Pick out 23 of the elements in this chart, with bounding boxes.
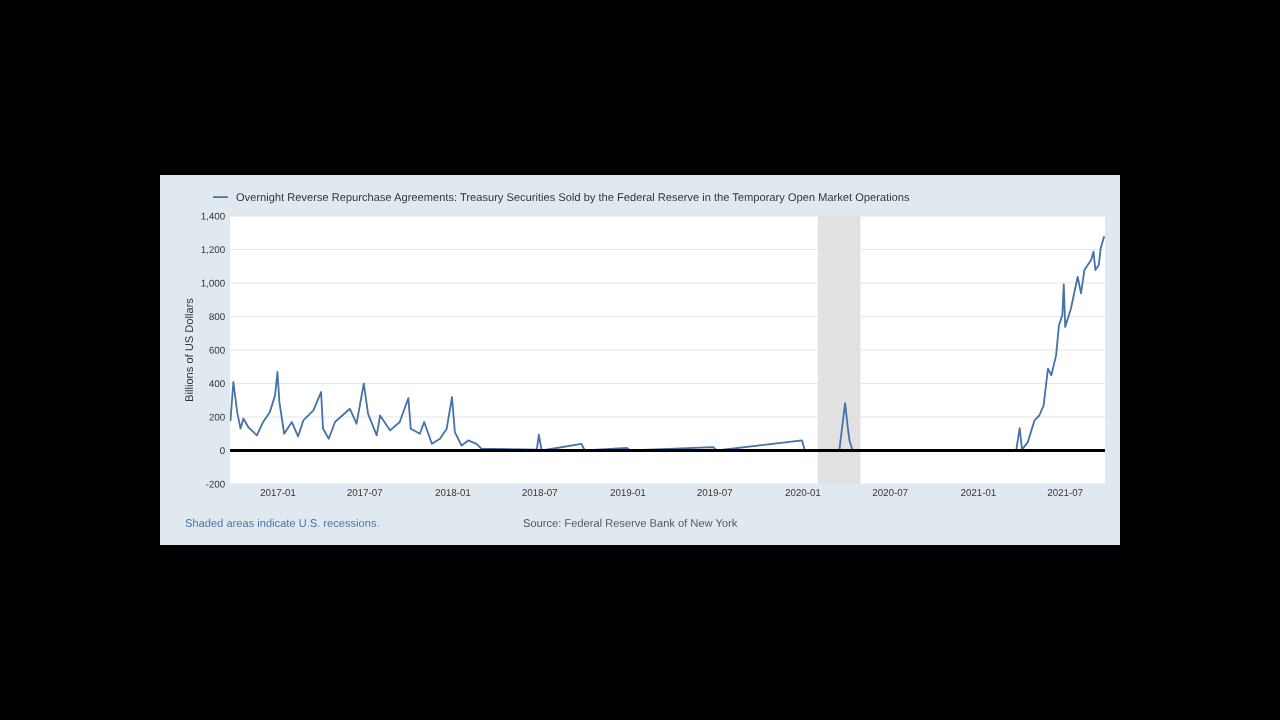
y-axis-title: Billions of US Dollars: [184, 298, 194, 401]
y-tick-label: 1,400: [201, 212, 225, 221]
legend-label: Overnight Reverse Repurchase Agreements: Treasury Securities Sold by the Federal Reserve in the Temporary Open Market Operations: [236, 192, 910, 204]
x-tick-label: 2018-07: [522, 489, 558, 496]
x-tick-label: 2017-07: [347, 489, 383, 496]
y-tick-label: 0: [220, 447, 225, 455]
text: Shaded areas indicate U.S. recessions.: [185, 518, 379, 527]
x-tick-label: 2020-07: [872, 489, 908, 496]
y-tick-label: 600: [209, 346, 225, 354]
x-tick-label: 2021-01: [961, 489, 996, 496]
x-tick-label: 2019-01: [610, 489, 646, 496]
y-tick-label: 400: [209, 380, 225, 388]
x-tick-label: 2019-07: [697, 489, 733, 496]
y-tick-label: 800: [209, 313, 225, 321]
source-note: Source: Federal Reserve Bank of New York: [523, 518, 738, 527]
y-tick-label: -200: [206, 480, 225, 488]
x-tick-label: 2018-01: [435, 489, 471, 496]
y-tick-label: 200: [209, 413, 225, 421]
y-tick-label: 1,200: [201, 246, 225, 255]
y-tick-label: 1,000: [201, 279, 225, 288]
x-tick-label: 2020-01: [785, 489, 821, 496]
x-tick-label: 2021-07: [1047, 489, 1083, 496]
x-tick-label: 2017-01: [260, 489, 296, 496]
